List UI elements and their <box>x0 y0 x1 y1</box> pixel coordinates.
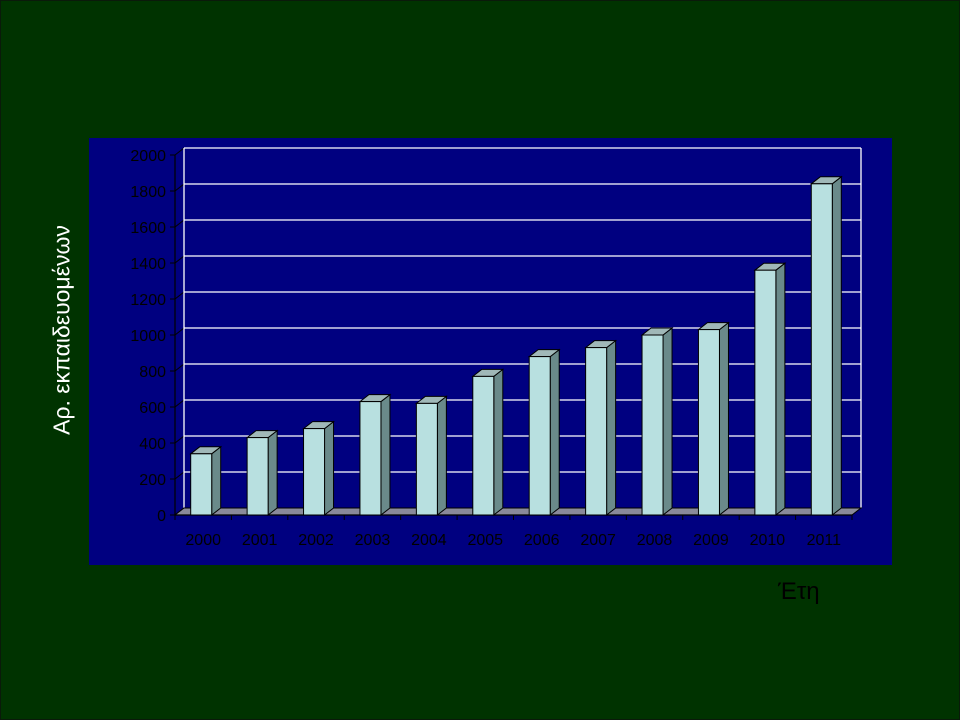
bar-front <box>190 453 213 516</box>
y-tick-depth <box>174 399 185 408</box>
bar-side <box>775 262 786 517</box>
x-tick-label: 2005 <box>467 532 503 549</box>
x-tick-label: 2011 <box>807 532 842 549</box>
bar-side <box>267 429 278 517</box>
y-tick-label: 0 <box>157 508 166 525</box>
x-tick-label: 2002 <box>298 532 334 549</box>
y-tick-depth <box>174 183 185 192</box>
y-tick-label: 400 <box>139 436 166 453</box>
x-tick-label: 2007 <box>580 532 616 549</box>
x-tick-label: 2009 <box>693 532 729 549</box>
y-tick-label: 1400 <box>130 256 166 273</box>
bar <box>527 348 561 517</box>
y-tick-label: 200 <box>139 472 166 489</box>
x-tick-label: 2003 <box>355 532 391 549</box>
y-tick-label: 2000 <box>130 148 166 165</box>
y-tick-label: 600 <box>139 400 166 417</box>
y-tick-depth <box>174 327 185 336</box>
bar-front <box>246 437 269 516</box>
bar-side <box>436 395 447 517</box>
bar-side <box>324 420 335 517</box>
bar <box>584 339 618 517</box>
bar-front <box>472 375 495 516</box>
bar-front <box>585 347 608 516</box>
bar-side <box>549 348 560 517</box>
x-tick-label: 2004 <box>411 532 447 549</box>
x-tick-label: 2001 <box>242 532 278 549</box>
y-tick-label: 800 <box>139 364 166 381</box>
y-tick-label: 1800 <box>130 184 166 201</box>
bar-front <box>697 329 720 516</box>
bar-side <box>831 175 842 517</box>
y-tick-depth <box>174 219 185 228</box>
x-tick-label: 2008 <box>637 532 673 549</box>
bar-side <box>493 368 504 517</box>
y-tick-depth <box>174 435 185 444</box>
grid-lines <box>170 147 862 516</box>
bar <box>189 445 223 517</box>
y-tick-depth <box>174 363 185 372</box>
bar-front <box>754 269 777 516</box>
bar <box>640 326 674 517</box>
y-tick-depth <box>174 471 185 480</box>
bar-front <box>359 401 382 516</box>
bar <box>809 175 843 517</box>
bar-side <box>211 445 222 517</box>
bar-front <box>528 356 551 516</box>
bar-front <box>810 183 833 516</box>
bar-side <box>606 339 617 517</box>
bar-front <box>641 334 664 516</box>
bar <box>302 420 335 517</box>
bar-side <box>662 326 673 517</box>
y-tick-depth <box>174 147 185 156</box>
y-tick-label: 1600 <box>130 220 166 237</box>
y-tick-depth <box>174 291 185 300</box>
bar <box>697 321 730 517</box>
bar-side <box>718 321 729 517</box>
x-tick-label: 2006 <box>524 532 560 549</box>
y-tick-labels: 0 200 400 600 800 1000 1200 1400 1600 1800 2000 <box>130 148 166 525</box>
y-tick-label: 1200 <box>130 292 166 309</box>
bar-side <box>380 393 391 517</box>
bar-front <box>415 402 438 516</box>
bar-front <box>303 428 326 516</box>
bar <box>414 395 448 517</box>
x-axis-label: Έτη <box>778 578 820 605</box>
x-tick-labels: 2000 2001 2002 2003 2004 2005 2006 2007 2008 2009… <box>174 515 853 549</box>
x-tick-label: 2000 <box>185 532 221 549</box>
bar <box>245 429 279 517</box>
bars <box>189 175 843 517</box>
bar <box>471 368 505 517</box>
bar <box>358 393 392 517</box>
bar <box>753 262 787 517</box>
x-tick-label: 2010 <box>750 532 786 549</box>
y-tick-depth <box>174 255 185 264</box>
y-tick-label: 1000 <box>130 328 166 345</box>
